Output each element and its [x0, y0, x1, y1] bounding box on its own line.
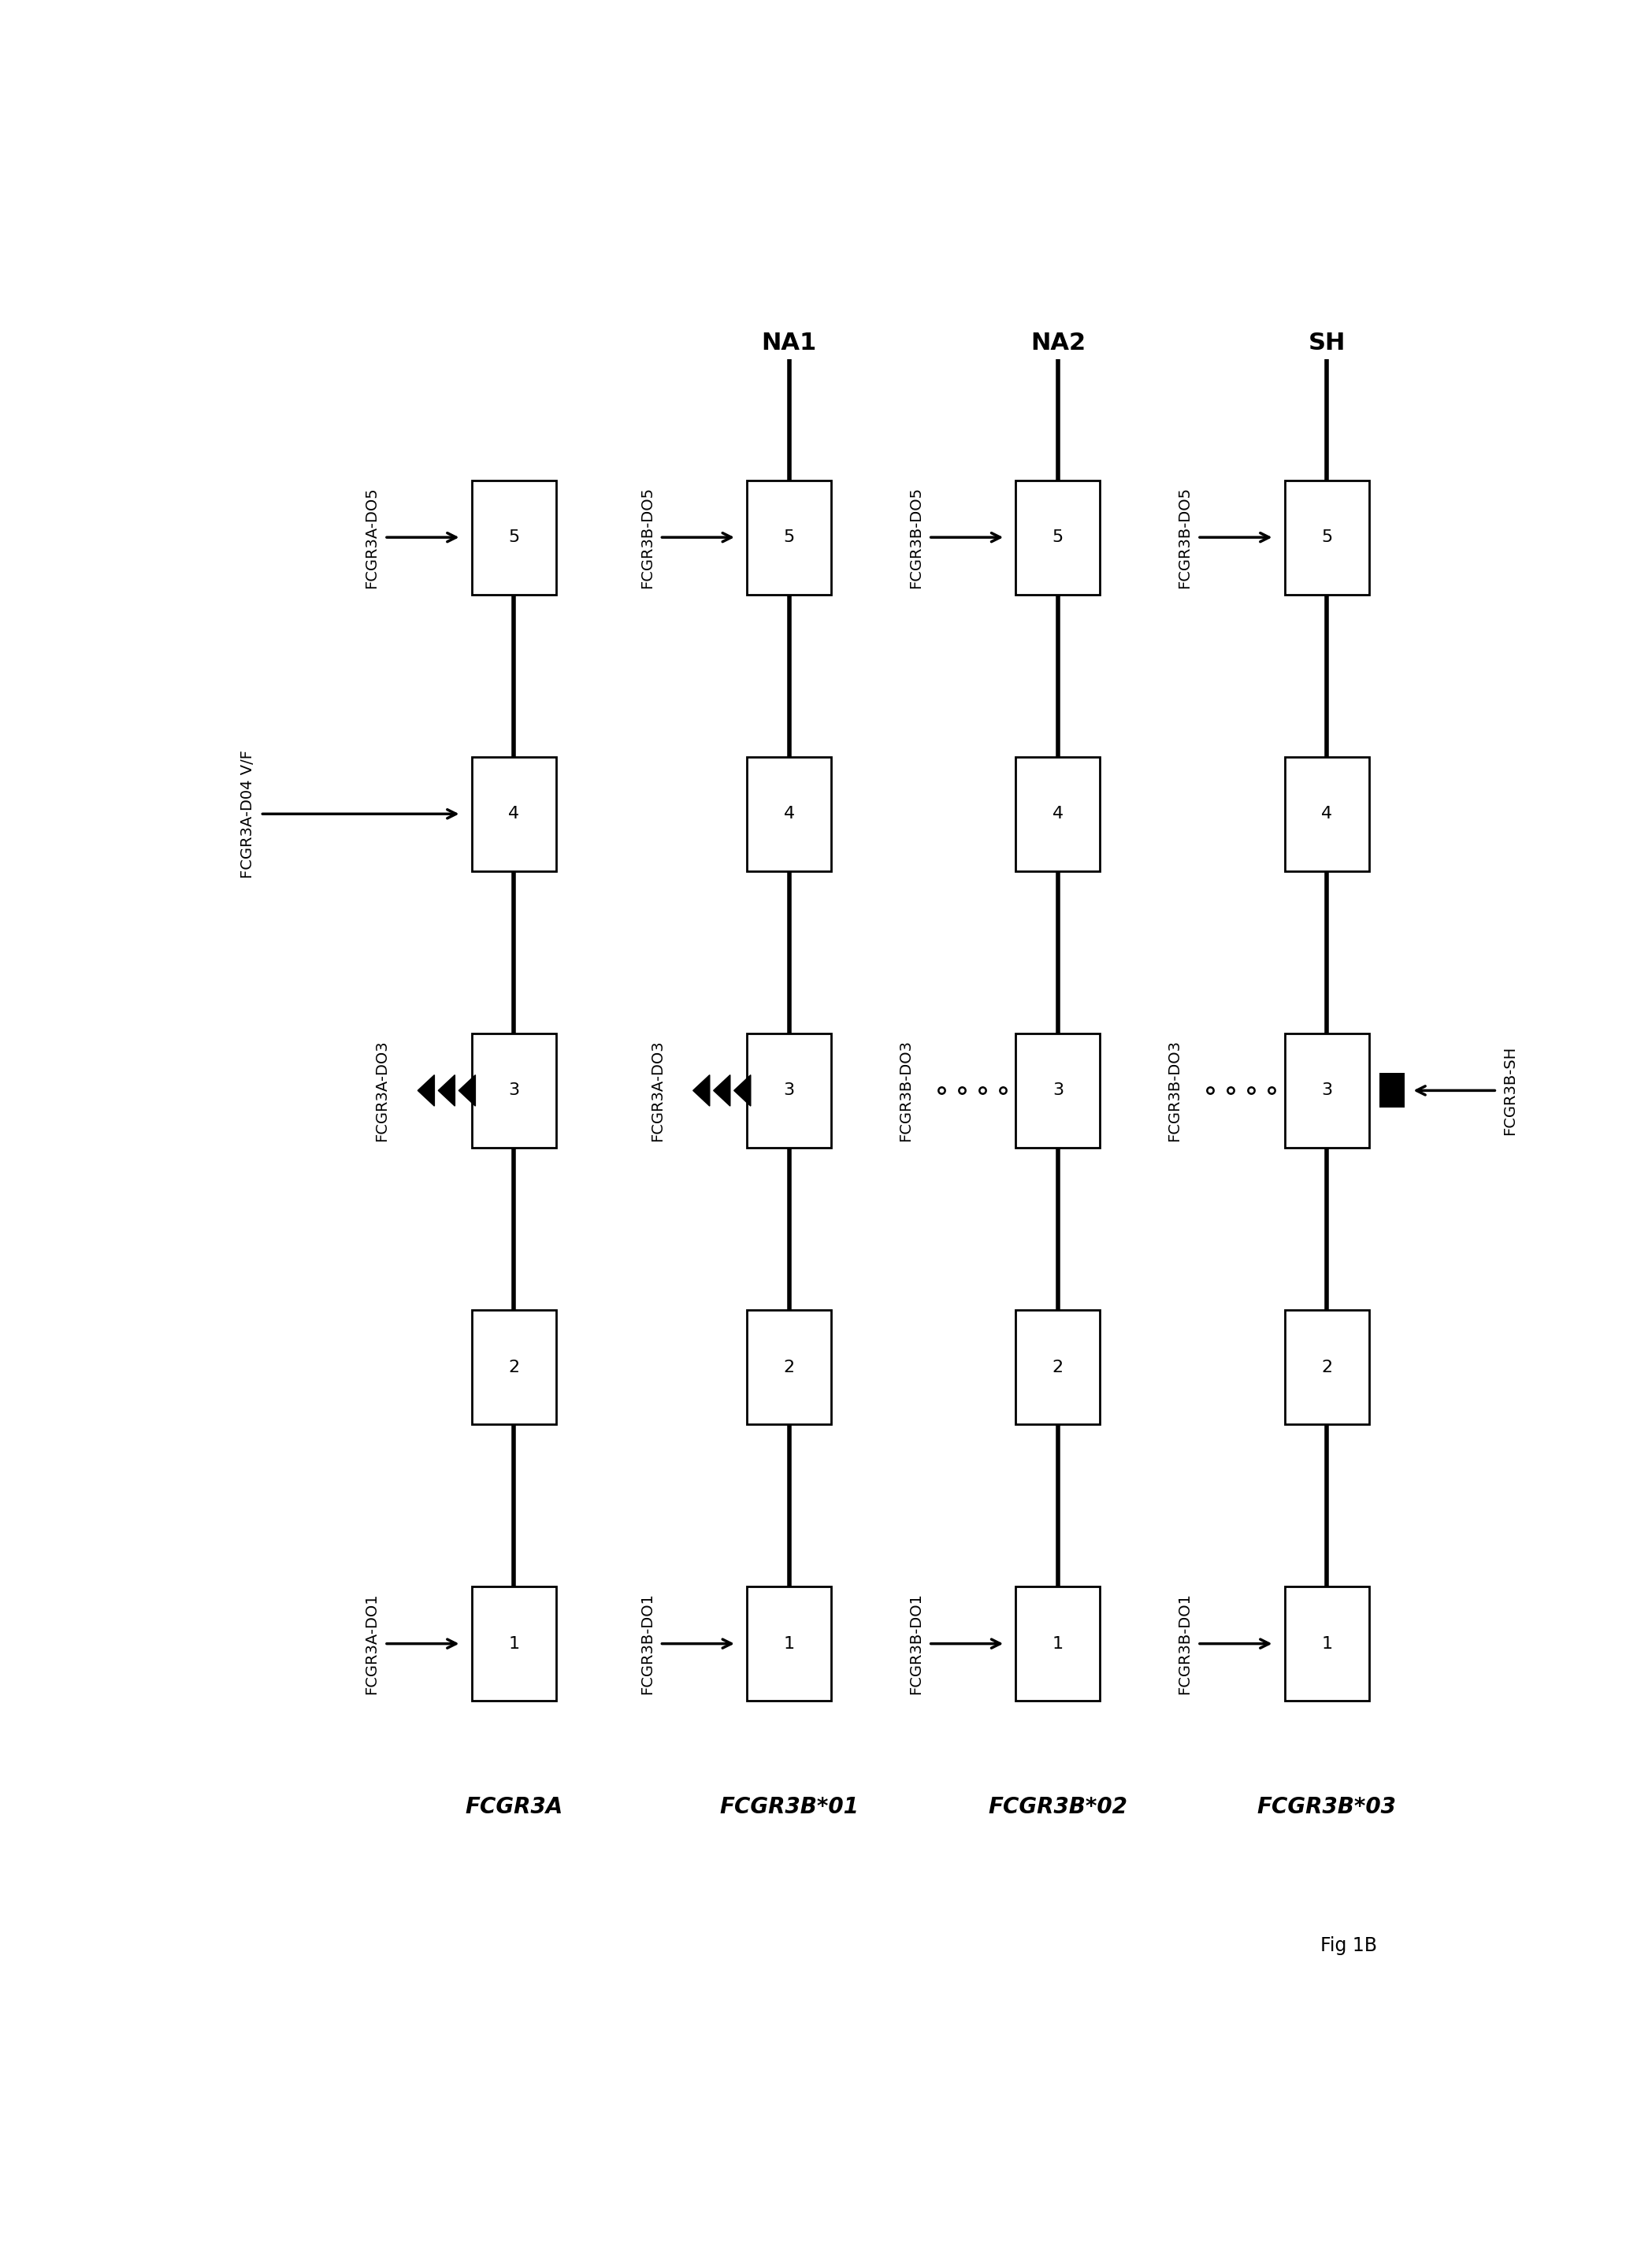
- Bar: [1285, 1033, 1370, 1147]
- Polygon shape: [438, 1075, 454, 1107]
- Text: FCGR3A-DO5: FCGR3A-DO5: [365, 487, 380, 588]
- Text: 3: 3: [783, 1082, 795, 1098]
- Text: FCGR3B-DO5: FCGR3B-DO5: [909, 487, 923, 588]
- Bar: [1016, 1033, 1100, 1147]
- Text: FCGR3B*02: FCGR3B*02: [988, 1796, 1128, 1818]
- Text: FCGR3B-DO1: FCGR3B-DO1: [639, 1594, 654, 1695]
- Bar: [1016, 757, 1100, 871]
- Text: 2: 2: [509, 1358, 519, 1374]
- Text: FCGR3B-DO1: FCGR3B-DO1: [1178, 1594, 1193, 1695]
- Text: 4: 4: [509, 806, 519, 822]
- Polygon shape: [733, 1075, 750, 1107]
- Text: 5: 5: [1322, 530, 1333, 546]
- Text: FCGR3B-DO5: FCGR3B-DO5: [1178, 487, 1193, 588]
- Text: 4: 4: [783, 806, 795, 822]
- Bar: [1285, 757, 1370, 871]
- Bar: [747, 1587, 831, 1702]
- Text: Fig 1B: Fig 1B: [1320, 1935, 1378, 1955]
- Text: 4: 4: [1322, 806, 1332, 822]
- Text: 3: 3: [509, 1082, 519, 1098]
- Text: 1: 1: [1322, 1637, 1332, 1652]
- Bar: [1285, 1311, 1370, 1423]
- Text: FCGR3A: FCGR3A: [464, 1796, 563, 1818]
- Text: NA2: NA2: [1031, 332, 1085, 355]
- Text: FCGR3B-DO5: FCGR3B-DO5: [639, 487, 654, 588]
- Text: 1: 1: [783, 1637, 795, 1652]
- Text: FCGR3B-DO3: FCGR3B-DO3: [899, 1039, 914, 1140]
- Bar: [471, 1587, 557, 1702]
- Bar: [471, 1033, 557, 1147]
- Bar: [1285, 480, 1370, 595]
- Polygon shape: [694, 1075, 710, 1107]
- Bar: [1016, 1587, 1100, 1702]
- Text: 5: 5: [1052, 530, 1064, 546]
- Text: 5: 5: [783, 530, 795, 546]
- Text: 3: 3: [1052, 1082, 1064, 1098]
- Text: 4: 4: [1052, 806, 1064, 822]
- Text: 2: 2: [783, 1358, 795, 1374]
- Polygon shape: [459, 1075, 476, 1107]
- Bar: [471, 1311, 557, 1423]
- Bar: [747, 480, 831, 595]
- Text: FCGR3A-D04 V/F: FCGR3A-D04 V/F: [240, 750, 254, 878]
- Bar: [1016, 480, 1100, 595]
- Bar: [1285, 1587, 1370, 1702]
- Text: SH: SH: [1308, 332, 1345, 355]
- Bar: [471, 480, 557, 595]
- Text: 3: 3: [1322, 1082, 1332, 1098]
- Bar: [471, 757, 557, 871]
- Text: 1: 1: [1052, 1637, 1064, 1652]
- Text: FCGR3B*01: FCGR3B*01: [719, 1796, 859, 1818]
- Text: NA1: NA1: [762, 332, 816, 355]
- Text: 5: 5: [509, 530, 519, 546]
- Bar: [747, 1033, 831, 1147]
- Text: FCGR3B-SH: FCGR3B-SH: [1502, 1046, 1517, 1136]
- Polygon shape: [418, 1075, 434, 1107]
- Bar: [1379, 1073, 1404, 1107]
- Text: FCGR3A-DO3: FCGR3A-DO3: [375, 1039, 390, 1140]
- Text: 1: 1: [509, 1637, 519, 1652]
- Text: FCGR3A-DO3: FCGR3A-DO3: [649, 1039, 664, 1140]
- Text: FCGR3B*03: FCGR3B*03: [1257, 1796, 1396, 1818]
- Polygon shape: [714, 1075, 730, 1107]
- Text: 2: 2: [1052, 1358, 1064, 1374]
- Text: FCGR3B-DO1: FCGR3B-DO1: [909, 1594, 923, 1695]
- Bar: [1016, 1311, 1100, 1423]
- Bar: [747, 1311, 831, 1423]
- Text: 2: 2: [1322, 1358, 1332, 1374]
- Text: FCGR3A-DO1: FCGR3A-DO1: [365, 1594, 380, 1695]
- Text: FCGR3B-DO3: FCGR3B-DO3: [1166, 1039, 1183, 1140]
- Bar: [747, 757, 831, 871]
